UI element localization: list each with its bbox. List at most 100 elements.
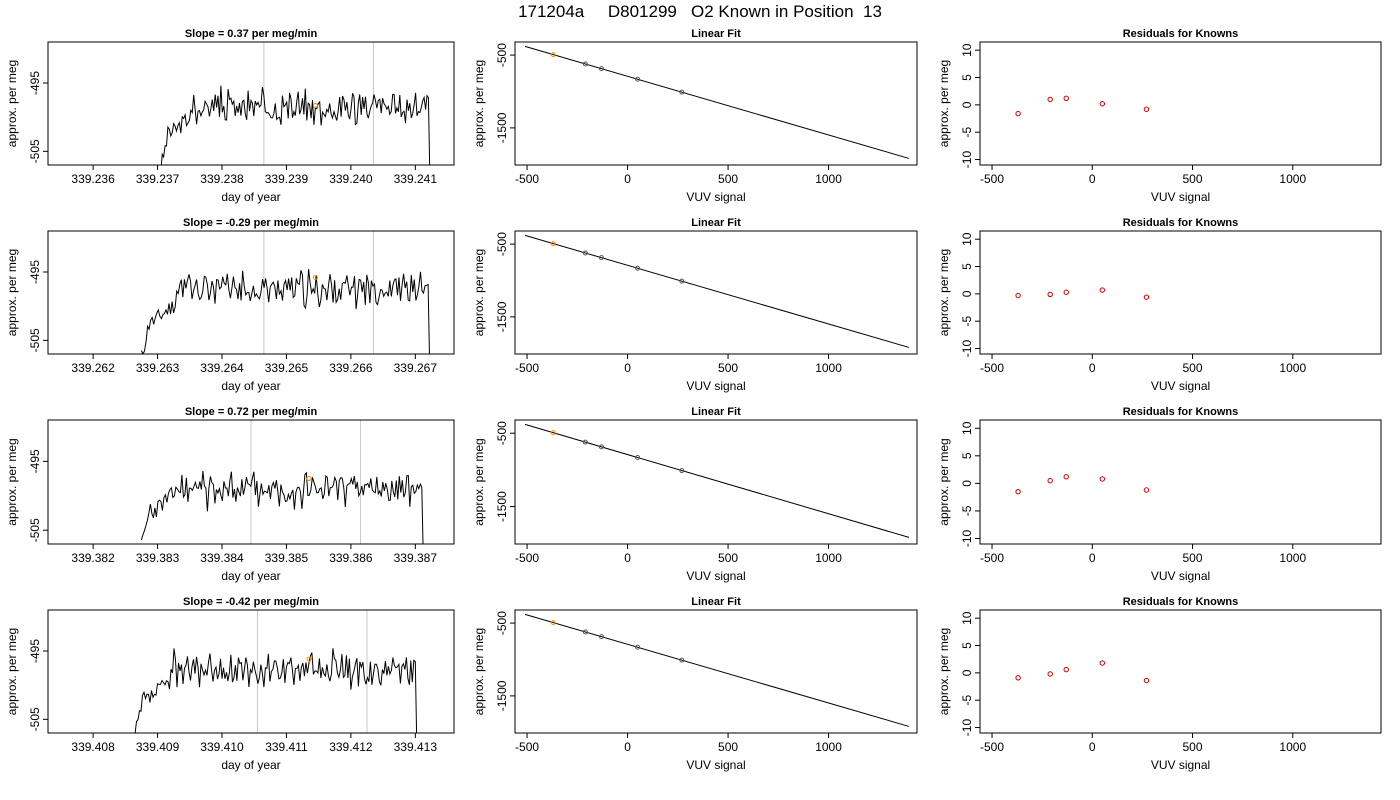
panel-1-2-xtick-label: 500: [718, 172, 738, 186]
panel-3-1-xtick-label: 339.382: [71, 551, 115, 565]
panel-2-3-frame: [979, 230, 1382, 355]
panel-1-1-xtick-label: 339.240: [329, 172, 373, 186]
panel-4-2-xtick-label: 500: [718, 740, 738, 754]
panel-2-1-xlabel: day of year: [221, 379, 280, 393]
panel-1-2-xtick-label: -500: [515, 172, 539, 186]
panel-1-2-ytick-label: -500: [495, 43, 509, 67]
panel-1-3-residual-point: [1063, 95, 1069, 102]
panel-3-2-xtick-label: 500: [718, 551, 738, 565]
panel-1-3-xtick-label: 1000: [1279, 172, 1306, 186]
panel-1-2-ylabel: approx. per meg: [472, 60, 486, 147]
panel-2-2-point: [550, 241, 556, 247]
panel-2-1-ylabel: approx. per meg: [5, 249, 19, 336]
panel-2-3-ytick-label: -10: [960, 340, 974, 358]
panel-4-2-xtick-label: 0: [624, 740, 631, 754]
panel-4-3-title: Residuals for Knowns: [1123, 596, 1239, 608]
panel-2-1-xtick-label: 339.267: [394, 361, 438, 375]
panel-3-2-frame: [514, 419, 918, 545]
panel-4-3-xtick-label: 0: [1089, 740, 1096, 754]
panel-3-3-xtick-label: 500: [1183, 551, 1203, 565]
panel-1-1-xtick-label: 339.236: [71, 172, 115, 186]
panel-3-3-ytick-label: 5: [960, 452, 974, 459]
panel-2-3-xtick-label: -500: [980, 361, 1004, 375]
panel-4-3-ytick-label: 10: [960, 611, 974, 625]
panel-3-2-point: [598, 444, 604, 450]
panel-4-2-fit-line: [524, 613, 910, 727]
panel-3-2-title: Linear Fit: [691, 406, 741, 418]
panel-3-1-xtick-label: 339.386: [329, 551, 373, 565]
panel-2-3-ytick-label: 10: [960, 232, 974, 246]
panel-3-3-ytick-label: -5: [960, 505, 974, 516]
panel-4-2-xlabel: VUV signal: [686, 758, 745, 772]
panel-2-2-frame: [514, 230, 918, 355]
panel-2-3-ytick-label: -5: [960, 316, 974, 327]
panel-4-3-residual-point: [1063, 666, 1069, 673]
panel-3-3-residual-point: [1099, 476, 1106, 482]
panel-4-3-residual-point: [1099, 660, 1106, 666]
panel-1-3-residual-point: [1099, 101, 1106, 107]
panel-1-1-ytick-label: -495: [28, 71, 42, 95]
panel-3-2-ytick-label: -1500: [495, 491, 509, 522]
panel-4-2-point: [550, 620, 556, 626]
panel-1-3-residual-point: [1015, 110, 1021, 117]
panel-4-1-xtick-label: 339.409: [136, 740, 180, 754]
panel-1-2-fit-line: [524, 45, 910, 159]
panel-3-1-title: Slope = 0.72 per meg/min: [185, 406, 318, 418]
panel-4-1-ytick-label: -495: [28, 639, 42, 663]
panel-4-3-ytick-label: 5: [960, 642, 974, 649]
panel-3-3-xtick-label: 1000: [1279, 551, 1306, 565]
panel-1-1-xtick-label: 339.237: [136, 172, 180, 186]
panel-4-3-residual-point: [1047, 671, 1053, 677]
panel-2-3-xtick-label: 500: [1183, 361, 1203, 375]
panel-1-3-residual-point: [1143, 106, 1150, 112]
panel-4-1-series-line: [134, 648, 418, 733]
panel-2-1-title: Slope = -0.29 per meg/min: [183, 217, 319, 229]
panel-4-1-xtick-label: 339.408: [71, 740, 115, 754]
panel-1-2-xlabel: VUV signal: [686, 190, 745, 204]
panel-4-3-ytick-label: -10: [960, 719, 974, 737]
panel-3-1-series-line: [140, 471, 424, 544]
panel-1-2-frame: [514, 41, 918, 166]
panel-2-3-residual-point: [1047, 291, 1053, 298]
panel-4-1-title: Slope = -0.42 per meg/min: [183, 596, 319, 608]
panel-4-2-ytick-label: -1500: [495, 680, 509, 711]
panel-3-2-xtick-label: 1000: [815, 551, 842, 565]
panel-2-3-residual-point: [1099, 287, 1106, 293]
panel-2-2-ytick-label: -1500: [495, 301, 509, 332]
panel-3-2-point: [582, 439, 588, 445]
panel-3-3-ytick-label: -10: [960, 529, 974, 547]
panel-2-1-ytick-label: -495: [28, 260, 42, 284]
panel-1-2-point: [598, 66, 604, 72]
panel-1-1-xtick-label: 339.241: [394, 172, 438, 186]
panel-2-1-xtick-label: 339.264: [200, 361, 244, 375]
panel-2-2-title: Linear Fit: [691, 217, 741, 229]
panel-4-3-xtick-label: 500: [1183, 740, 1203, 754]
panel-1-1-mean-marker: [312, 103, 318, 109]
panel-1-3-residual-point: [1047, 96, 1053, 103]
panel-4-3-ylabel: approx. per meg: [937, 628, 951, 715]
panel-4-2-point: [635, 644, 641, 650]
panel-1-2-xtick-label: 0: [624, 172, 631, 186]
panel-2-2-point: [635, 265, 641, 271]
panel-3-3-xtick-label: -500: [980, 551, 1004, 565]
panel-4-3-frame: [979, 609, 1382, 734]
panel-3-1-ytick-label: -495: [28, 449, 42, 473]
panel-3-2-xtick-label: 0: [624, 551, 631, 565]
panel-4-2-xtick-label: 1000: [815, 740, 842, 754]
panel-2-2-xtick-label: 1000: [815, 361, 842, 375]
panel-4-1-xlabel: day of year: [221, 758, 280, 772]
panel-3-2-ytick-label: -500: [495, 421, 509, 445]
panel-2-1-frame: [47, 230, 455, 355]
panel-2-3-xtick-label: 0: [1089, 361, 1096, 375]
panel-3-1-xtick-label: 339.385: [265, 551, 309, 565]
panel-4-2-point: [679, 657, 685, 663]
panel-2-2-ylabel: approx. per meg: [472, 249, 486, 336]
panel-3-3-ytick-label: 0: [960, 480, 974, 487]
panel-1-1-xtick-label: 339.239: [265, 172, 309, 186]
panel-2-1-xtick-label: 339.265: [265, 361, 309, 375]
panel-2-1-xtick-label: 339.262: [71, 361, 115, 375]
panel-2-3-ytick-label: 0: [960, 290, 974, 297]
panel-3-3-xtick-label: 0: [1089, 551, 1096, 565]
panel-2-2-ytick-label: -500: [495, 232, 509, 256]
panel-3-3-title: Residuals for Knowns: [1123, 406, 1239, 418]
